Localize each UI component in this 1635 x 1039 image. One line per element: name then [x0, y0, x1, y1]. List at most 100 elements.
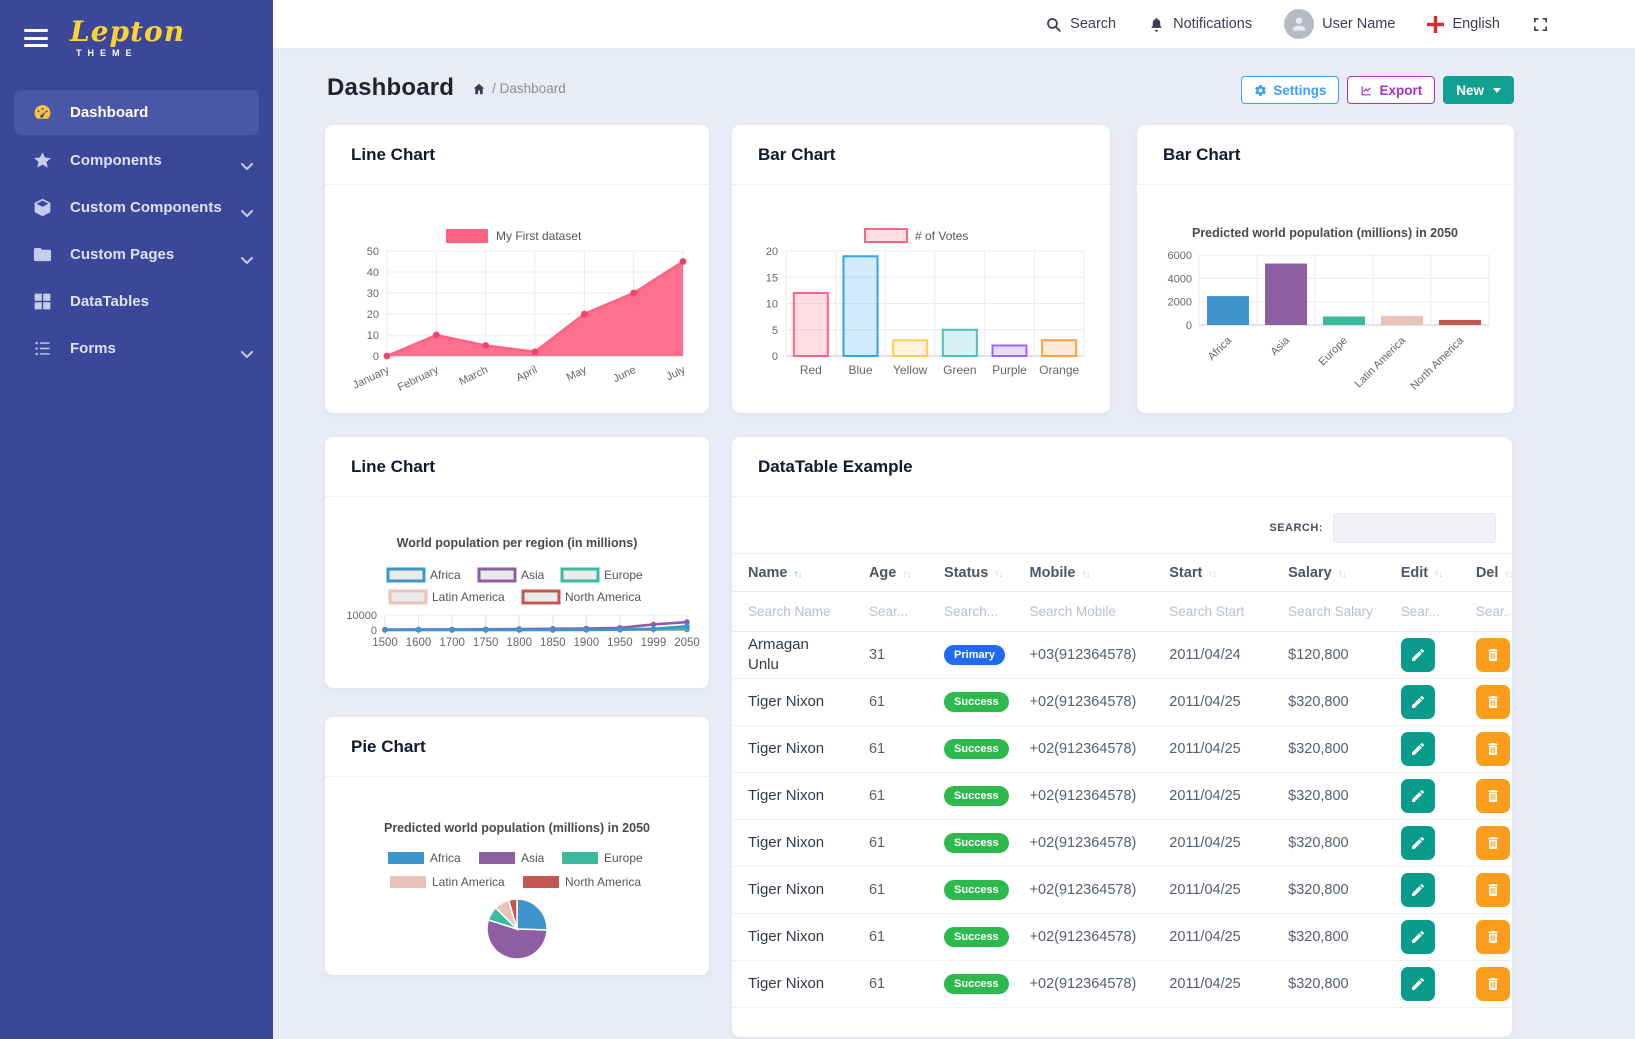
filter-input-start[interactable] — [1169, 603, 1264, 619]
fullscreen-button[interactable] — [1532, 16, 1549, 33]
column-header-edit[interactable]: Edit ↑↓ — [1400, 564, 1443, 581]
cell-del — [1460, 773, 1512, 820]
cell-edit — [1385, 726, 1460, 773]
topbar-language[interactable]: English — [1427, 15, 1500, 33]
svg-text:June: June — [611, 364, 638, 385]
cell-mobile: +02(912364578) — [1029, 741, 1137, 757]
topbar: Search Notifications User Name English — [273, 0, 1635, 48]
delete-button[interactable] — [1475, 920, 1510, 954]
hamburger-menu-icon[interactable] — [24, 29, 48, 47]
sidebar-item-dashboard[interactable]: Dashboard — [14, 90, 259, 135]
edit-button[interactable] — [1400, 873, 1435, 907]
sidebar-item-datatables[interactable]: DataTables — [0, 278, 273, 325]
svg-text:Yellow: Yellow — [893, 363, 928, 377]
edit-button[interactable] — [1400, 638, 1435, 672]
column-header-del[interactable]: Del ↑↓ — [1475, 564, 1512, 581]
cell-age: 61 — [868, 882, 886, 898]
column-header-name[interactable]: Name ↑↓ — [748, 564, 803, 581]
svg-text:15: 15 — [766, 272, 778, 284]
table-search-input[interactable] — [1333, 513, 1496, 543]
cell-start: 2011/04/25 — [1169, 835, 1241, 851]
delete-button[interactable] — [1475, 685, 1510, 719]
home-icon — [473, 83, 485, 95]
sort-icons: ↑↓ — [793, 568, 803, 580]
delete-button[interactable] — [1475, 873, 1510, 907]
edit-button[interactable] — [1400, 920, 1435, 954]
cell-status: Success — [928, 679, 1014, 726]
table-row: Tiger Nixon 61 Success +02(912364578) 2011/0… — [732, 820, 1512, 867]
edit-button[interactable] — [1400, 732, 1435, 766]
svg-text:July: July — [664, 364, 687, 384]
settings-button[interactable]: Settings — [1241, 76, 1340, 104]
cell-name: Tiger Nixon — [748, 739, 825, 757]
main-content: Dashboard / Dashboard Settings Export Ne… — [273, 48, 1635, 1039]
trash-icon — [1485, 741, 1501, 757]
edit-button[interactable] — [1400, 685, 1435, 719]
filter-input-age[interactable] — [868, 603, 924, 619]
cell-name: Tiger Nixon — [748, 927, 825, 945]
filter-input-del[interactable] — [1475, 603, 1510, 619]
cell-mobile: +02(912364578) — [1029, 882, 1137, 898]
pencil-icon — [1410, 788, 1426, 804]
sidebar-item-custom-components[interactable]: Custom Components — [0, 184, 273, 231]
app-logo[interactable]: Lepton THEME — [70, 18, 185, 59]
svg-text:Green: Green — [943, 363, 976, 377]
svg-text:10000: 10000 — [346, 610, 377, 622]
filter-input-status[interactable] — [944, 603, 1008, 619]
topbar-user[interactable]: User Name — [1284, 9, 1395, 39]
svg-text:1600: 1600 — [406, 637, 432, 649]
filter-input-mobile[interactable] — [1029, 603, 1144, 619]
table-row: Tiger Nixon 61 Success +02(912364578) 2011/0… — [732, 679, 1512, 726]
filter-input-name[interactable] — [748, 603, 845, 619]
column-header-mobile[interactable]: Mobile ↑↓ — [1029, 564, 1091, 581]
folder-icon — [32, 244, 53, 265]
filter-input-edit[interactable] — [1400, 603, 1456, 619]
delete-button[interactable] — [1475, 638, 1510, 672]
sort-icons: ↑↓ — [1208, 568, 1217, 580]
svg-text:Purple: Purple — [992, 363, 1027, 377]
delete-button[interactable] — [1475, 826, 1510, 860]
breadcrumb[interactable]: / Dashboard — [472, 81, 566, 96]
svg-text:# of Votes: # of Votes — [915, 229, 968, 243]
svg-text:Latin America: Latin America — [432, 590, 505, 604]
delete-button[interactable] — [1475, 967, 1510, 1001]
sidebar-item-components[interactable]: Components — [0, 137, 273, 184]
status-badge: Success — [944, 739, 1009, 759]
edit-button[interactable] — [1400, 779, 1435, 813]
pencil-icon — [1410, 882, 1426, 898]
cell-start: 2011/04/25 — [1169, 741, 1241, 757]
svg-text:Blue: Blue — [848, 363, 872, 377]
sidebar-item-forms[interactable]: Forms — [0, 325, 273, 372]
datatable-search: SEARCH: — [748, 513, 1496, 543]
column-header-start[interactable]: Start ↑↓ — [1169, 564, 1217, 581]
cell-start: 2011/04/25 — [1169, 929, 1241, 945]
cell-age: 61 — [868, 788, 886, 804]
cell-status: Success — [928, 773, 1014, 820]
page-header: Dashboard / Dashboard — [327, 74, 566, 102]
column-header-status[interactable]: Status ↑↓ — [944, 564, 1003, 581]
user-icon — [1292, 17, 1306, 31]
edit-button[interactable] — [1400, 826, 1435, 860]
cell-del — [1460, 820, 1512, 867]
cell-age: 61 — [868, 929, 886, 945]
cell-mobile: +02(912364578) — [1029, 835, 1137, 851]
cell-mobile: +02(912364578) — [1029, 976, 1137, 992]
export-button[interactable]: Export — [1347, 76, 1436, 104]
topbar-search[interactable]: Search — [1045, 16, 1116, 33]
delete-button[interactable] — [1475, 779, 1510, 813]
svg-text:20: 20 — [766, 246, 778, 258]
column-header-age[interactable]: Age ↑↓ — [868, 564, 911, 581]
column-header-salary[interactable]: Salary ↑↓ — [1288, 564, 1347, 581]
topbar-notifications[interactable]: Notifications — [1148, 16, 1252, 33]
cell-name: Armagan Unlu — [748, 635, 809, 673]
sort-icons: ↑↓ — [902, 568, 911, 580]
cell-salary: $320,800 — [1288, 976, 1349, 992]
svg-text:1750: 1750 — [473, 637, 499, 649]
sidebar-item-label: Custom Pages — [70, 246, 175, 263]
edit-button[interactable] — [1400, 967, 1435, 1001]
sidebar-item-custom-pages[interactable]: Custom Pages — [0, 231, 273, 278]
new-button[interactable]: New — [1443, 76, 1514, 104]
delete-button[interactable] — [1475, 732, 1510, 766]
pencil-icon — [1410, 694, 1426, 710]
filter-input-salary[interactable] — [1288, 603, 1377, 619]
